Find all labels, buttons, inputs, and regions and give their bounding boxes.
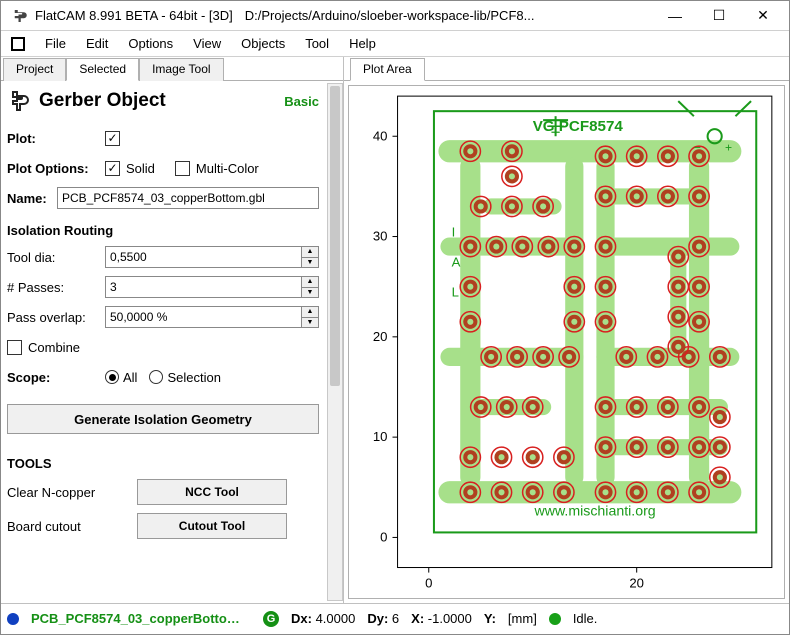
name-label: Name: — [7, 191, 57, 206]
plot-checkbox[interactable]: ✓ — [105, 131, 120, 146]
tools-heading: TOOLS — [7, 456, 319, 471]
svg-text:0: 0 — [425, 576, 432, 591]
svg-text:20: 20 — [629, 576, 644, 591]
multicolor-checkbox[interactable] — [175, 161, 190, 176]
left-panel: Project Selected Image Tool Gerber Objec… — [1, 57, 344, 603]
scope-all-radio[interactable] — [105, 370, 119, 384]
menu-tool[interactable]: Tool — [295, 33, 339, 54]
idle-dot-icon — [549, 613, 561, 625]
svg-text:L: L — [452, 285, 459, 300]
ncc-label: Clear N-copper — [7, 485, 137, 500]
menu-options[interactable]: Options — [118, 33, 183, 54]
svg-text:0: 0 — [380, 529, 387, 544]
scope-selection-radio[interactable] — [149, 370, 163, 384]
dy-value: 6 — [392, 611, 399, 626]
gerber-icon — [7, 89, 31, 113]
plot-label: Plot: — [7, 131, 105, 146]
plot-area[interactable]: 010203040020VG PCF8574www.mischianti.org… — [348, 85, 785, 599]
passes-stepper[interactable]: ▲▼ — [301, 276, 319, 298]
dx-value: 4.0000 — [316, 611, 356, 626]
right-panel: Plot Area 010203040020VG PCF8574www.misc… — [344, 57, 789, 603]
menubar: File Edit Options View Objects Tool Help — [1, 31, 789, 57]
scope-all-label: All — [123, 370, 137, 385]
menu-edit[interactable]: Edit — [76, 33, 118, 54]
svg-text:I: I — [452, 225, 456, 240]
tooldia-input[interactable] — [105, 246, 301, 268]
close-button[interactable]: ✕ — [741, 2, 785, 30]
solid-checkbox[interactable]: ✓ — [105, 161, 120, 176]
app-mode-icon[interactable] — [11, 37, 25, 51]
tab-plot-area[interactable]: Plot Area — [350, 58, 425, 81]
window-path: D:/Projects/Arduino/sloeber-workspace-li… — [245, 8, 653, 23]
statusbar: PCB_PCF8574_03_copperBottom.gt G Dx: 4.0… — [1, 603, 789, 633]
svg-text:20: 20 — [373, 329, 388, 344]
y-label: Y: — [484, 611, 496, 626]
left-tabs: Project Selected Image Tool — [1, 57, 343, 81]
scope-label: Scope: — [7, 370, 105, 385]
solid-label: Solid — [126, 161, 155, 176]
overlap-label: Pass overlap: — [7, 310, 105, 325]
svg-text:−: − — [694, 140, 701, 154]
menu-file[interactable]: File — [35, 33, 76, 54]
idle-label: Idle. — [573, 611, 598, 626]
overlap-input[interactable] — [105, 306, 301, 328]
name-input[interactable] — [57, 187, 319, 209]
passes-label: # Passes: — [7, 280, 105, 295]
scope-selection-label: Selection — [167, 370, 220, 385]
svg-text:40: 40 — [373, 128, 388, 143]
isolation-heading: Isolation Routing — [7, 223, 319, 238]
plot-options-label: Plot Options: — [7, 161, 105, 176]
app-icon — [11, 7, 29, 25]
dx-label: Dx: — [291, 611, 312, 626]
right-tabs: Plot Area — [344, 57, 789, 81]
tab-project[interactable]: Project — [3, 58, 66, 81]
status-filename: PCB_PCF8574_03_copperBottom.gt — [31, 611, 251, 626]
ncc-tool-button[interactable]: NCC Tool — [137, 479, 287, 505]
multicolor-label: Multi-Color — [196, 161, 259, 176]
maximize-button[interactable]: ☐ — [697, 2, 741, 30]
combine-label: Combine — [28, 340, 80, 355]
generate-isolation-button[interactable]: Generate Isolation Geometry — [7, 404, 319, 434]
cutout-label: Board cutout — [7, 519, 137, 534]
titlebar: FlatCAM 8.991 BETA - 64bit - [3D] D:/Pro… — [1, 1, 789, 31]
tab-selected[interactable]: Selected — [66, 58, 139, 81]
minimize-button[interactable]: — — [653, 2, 697, 30]
x-value: -1.0000 — [428, 611, 472, 626]
x-label: X: — [411, 611, 424, 626]
svg-text:10: 10 — [373, 429, 388, 444]
dy-label: Dy: — [367, 611, 388, 626]
panel-scrollbar[interactable] — [327, 83, 343, 601]
overlap-stepper[interactable]: ▲▼ — [301, 306, 319, 328]
svg-text:A: A — [452, 255, 461, 270]
tab-image-tool[interactable]: Image Tool — [139, 58, 223, 81]
window-title: FlatCAM 8.991 BETA - 64bit - [3D] — [35, 8, 233, 23]
cutout-tool-button[interactable]: Cutout Tool — [137, 513, 287, 539]
svg-text:www.mischianti.org: www.mischianti.org — [534, 503, 656, 519]
grid-badge-icon[interactable]: G — [263, 611, 279, 627]
tooldia-stepper[interactable]: ▲▼ — [301, 246, 319, 268]
status-dot-icon — [7, 613, 19, 625]
tooldia-label: Tool dia: — [7, 250, 105, 265]
svg-text:+: + — [725, 140, 732, 154]
mode-badge[interactable]: Basic — [284, 94, 319, 109]
panel-title: Gerber Object — [39, 90, 284, 112]
menu-help[interactable]: Help — [339, 33, 386, 54]
passes-input[interactable] — [105, 276, 301, 298]
combine-checkbox[interactable] — [7, 340, 22, 355]
svg-text:30: 30 — [373, 229, 388, 244]
menu-objects[interactable]: Objects — [231, 33, 295, 54]
menu-view[interactable]: View — [183, 33, 231, 54]
units-label: [mm] — [508, 611, 537, 626]
